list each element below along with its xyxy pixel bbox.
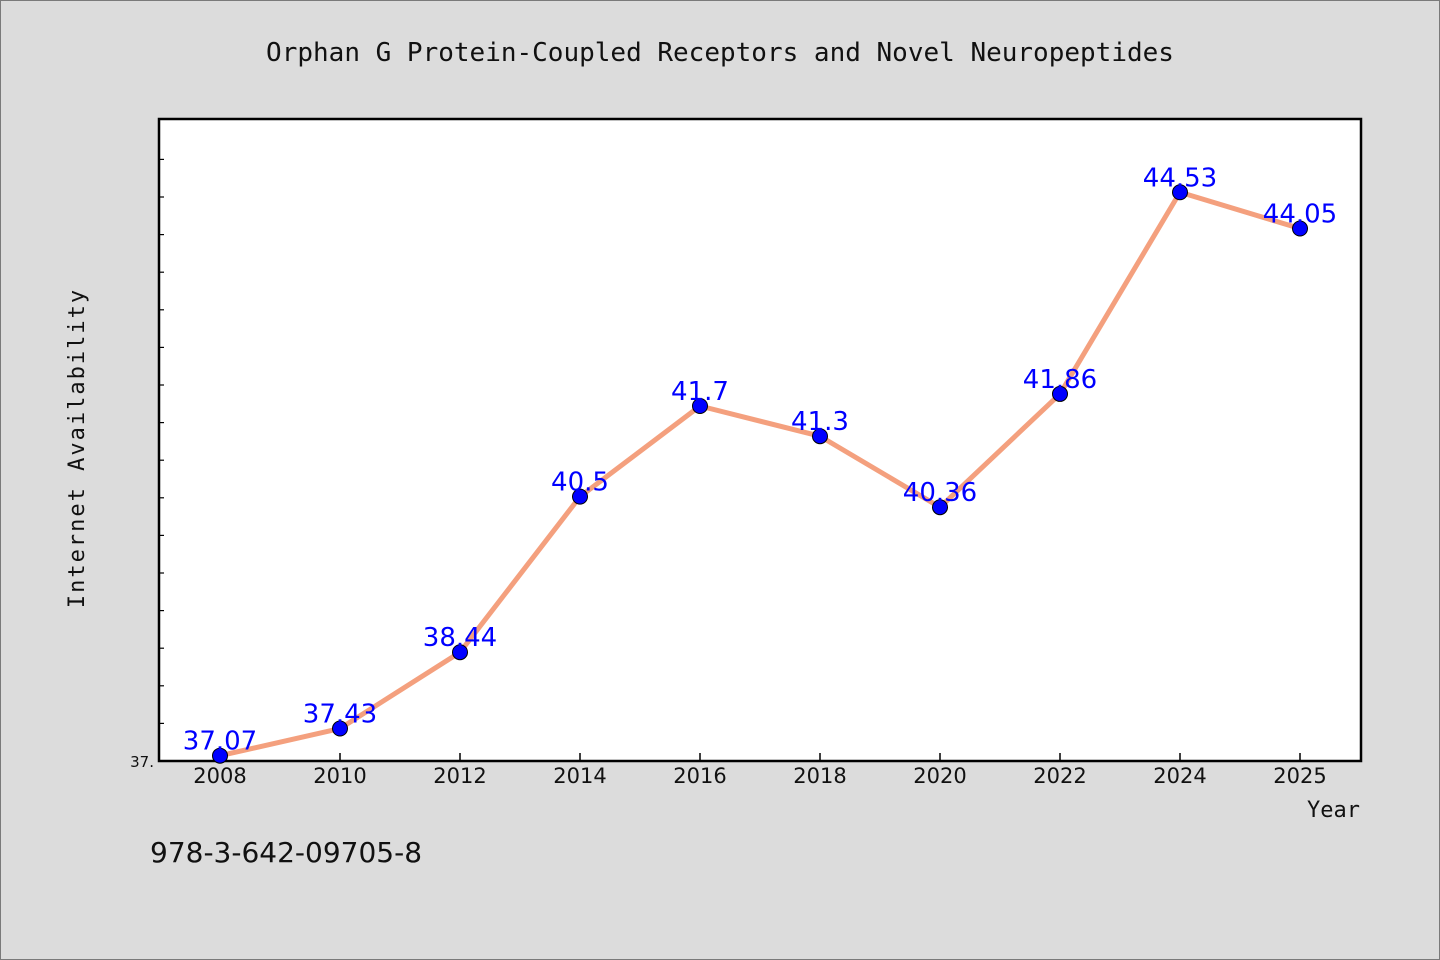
x-tick-label: 2018 (793, 764, 846, 788)
data-labels: 37.07 37.43 38.44 40.5 41.7 41.3 40.36 41.86 44.… (183, 163, 1337, 756)
x-tick-label: 2014 (553, 764, 606, 788)
data-point (1292, 220, 1308, 237)
series-line (217, 189, 1303, 759)
chart-title: Orphan G Protein-Coupled Receptors and N… (266, 38, 1174, 68)
data-point (572, 488, 588, 505)
data-point (932, 499, 948, 516)
x-tick-label: 2020 (913, 764, 966, 788)
data-point (1052, 385, 1068, 402)
data-label: 44.53 (1143, 163, 1217, 193)
x-axis-ticks: 2008 2010 2012 2014 2016 2018 2020 2022 2024 2025 (193, 753, 1327, 788)
data-label: 37.43 (303, 700, 377, 730)
data-label: 40.36 (903, 478, 977, 508)
plot-area (157, 117, 1363, 763)
data-label: 40.5 (551, 468, 609, 498)
data-label: 41.86 (1023, 365, 1097, 395)
data-point (812, 428, 828, 445)
data-label: 44.05 (1263, 200, 1337, 230)
data-label: 37.07 (183, 727, 257, 757)
series-markers (212, 184, 1308, 764)
x-tick-label: 2016 (673, 764, 726, 788)
x-tick-label: 2012 (433, 764, 486, 788)
data-point (332, 720, 348, 737)
x-tick-label: 2008 (193, 764, 246, 788)
x-tick-label: 2010 (313, 764, 366, 788)
data-label: 38.44 (423, 623, 497, 653)
data-label: 41.3 (791, 407, 849, 437)
y-axis-ticks (159, 158, 164, 762)
y-axis-min-label: 37. (130, 753, 154, 771)
data-point (212, 747, 228, 764)
data-point (692, 398, 708, 415)
x-tick-label: 2024 (1153, 764, 1206, 788)
data-label: 41.7 (671, 377, 729, 407)
x-tick-label: 2022 (1033, 764, 1086, 788)
data-point (1172, 184, 1188, 201)
isbn-text: 978-3-642-09705-8 (150, 836, 422, 869)
x-axis-title: Year (1307, 798, 1360, 823)
y-axis-title: Internet Availability (65, 288, 90, 608)
x-tick-label: 2025 (1273, 764, 1326, 788)
data-point (452, 644, 468, 661)
